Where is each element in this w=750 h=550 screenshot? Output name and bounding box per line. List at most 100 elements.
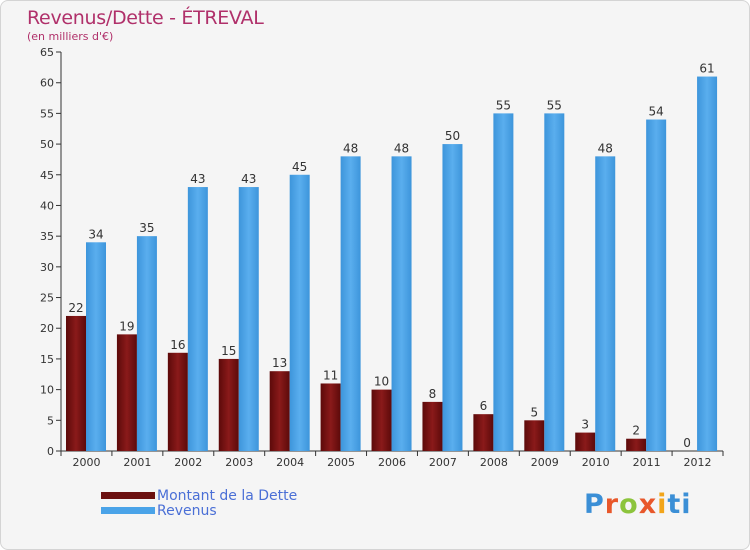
bar-dette-value-label: 13: [272, 356, 287, 370]
bar-revenus-value-label: 54: [649, 105, 664, 119]
bar-dette: [371, 389, 392, 451]
logo-letter: t: [667, 489, 682, 520]
logo-letter: r: [604, 489, 620, 520]
bar-dette: [269, 371, 290, 451]
bars-group: [66, 76, 718, 452]
y-tick-label: 25: [40, 292, 54, 305]
bar-dette-value-label: 3: [581, 418, 589, 432]
x-tick-label: 2000: [72, 456, 100, 469]
bar-dette-value-label: 0: [683, 436, 691, 450]
bar-dette-value-label: 6: [480, 399, 488, 413]
y-tick-label: 40: [40, 199, 54, 212]
y-tick-label: 35: [40, 230, 54, 243]
legend-label-revenus: Revenus: [157, 502, 217, 519]
bar-dette-value-label: 10: [374, 375, 389, 389]
bar-dette-value-label: 19: [119, 319, 134, 333]
bar-dette: [116, 334, 137, 451]
bar-dette-value-label: 5: [530, 405, 538, 419]
bar-dette: [218, 358, 239, 451]
bar-revenus: [391, 156, 412, 451]
logo-letter: o: [619, 489, 639, 520]
x-axis: 2000 2001 2002 2003 2004 2005 2006 2007 2008 2009…: [60, 450, 724, 469]
logo-letter: x: [638, 489, 658, 520]
bar-revenus-value-label: 61: [699, 62, 714, 76]
bar-dette: [422, 401, 443, 451]
x-tick-label: 2010: [582, 456, 610, 469]
y-tick-label: 60: [40, 77, 54, 90]
y-tick-label: 20: [40, 322, 54, 335]
bar-dette-value-label: 11: [323, 368, 338, 382]
x-tick-label: 2011: [633, 456, 661, 469]
x-tick-label: 2008: [480, 456, 508, 469]
bar-revenus: [136, 236, 157, 451]
bar-revenus: [340, 156, 361, 451]
bar-revenus: [187, 187, 208, 452]
x-tick-label: 2006: [378, 456, 406, 469]
y-tick-label: 30: [40, 261, 54, 274]
bar-revenus: [86, 242, 106, 451]
bar-dette: [626, 438, 647, 451]
bar-revenus-value-label: 43: [190, 172, 205, 186]
bar-dette-value-label: 8: [429, 387, 437, 401]
x-tick-label: 2005: [327, 456, 355, 469]
legend-swatch-revenus: [101, 507, 155, 514]
logo-letter: P: [584, 489, 605, 520]
bar-dette: [320, 383, 341, 451]
x-tick-label: 2012: [684, 456, 712, 469]
bar-revenus: [595, 156, 616, 451]
x-tick-label: 2002: [174, 456, 202, 469]
bar-revenus: [442, 144, 463, 452]
y-tick-label: 55: [40, 107, 54, 120]
y-tick-label: 65: [40, 46, 54, 59]
bar-revenus-value-label: 48: [343, 141, 358, 155]
y-axis: 0 5 10 15 20 25 30 35 40 45 50 55 60 65: [40, 46, 62, 458]
bar-revenus-value-label: 45: [292, 160, 307, 174]
bar-dette-value-label: 22: [68, 301, 83, 315]
y-tick-label: 50: [40, 138, 54, 151]
bar-revenus-value-label: 50: [445, 129, 460, 143]
legend-item-dette: Montant de la Dette: [101, 487, 298, 504]
legend-swatch-dette: [101, 492, 155, 499]
bar-revenus: [697, 76, 718, 452]
bar-revenus: [238, 187, 259, 452]
bar-dette: [167, 352, 188, 451]
y-tick-label: 45: [40, 169, 54, 182]
chart-title: Revenus/Dette - ÉTREVAL: [27, 7, 264, 29]
bar-revenus-value-label: 48: [598, 141, 613, 155]
logo-letter: i: [681, 489, 692, 520]
bar-dette: [575, 432, 596, 451]
y-tick-label: 5: [47, 414, 54, 427]
legend: Montant de la Dette Revenus: [101, 487, 298, 519]
y-tick-label: 15: [40, 353, 54, 366]
x-tick-label: 2003: [225, 456, 253, 469]
bar-revenus: [646, 119, 667, 452]
proxiti-logo: Proxiti: [584, 489, 692, 520]
x-tick-label: 2009: [531, 456, 559, 469]
y-tick-label: 10: [40, 384, 54, 397]
x-tick-label: 2001: [123, 456, 151, 469]
bar-revenus-value-label: 48: [394, 141, 409, 155]
x-tick-label: 2007: [429, 456, 457, 469]
bar-dette-value-label: 16: [170, 338, 185, 352]
bar-revenus-value-label: 55: [496, 98, 511, 112]
x-tick-label: 2004: [276, 456, 304, 469]
legend-label-dette: Montant de la Dette: [157, 487, 298, 504]
bar-revenus-value-label: 34: [88, 227, 103, 241]
bar-revenus: [544, 113, 565, 451]
bar-revenus-value-label: 55: [547, 98, 562, 112]
bar-dette-value-label: 15: [221, 344, 236, 358]
value-labels-group: 22 19 16 15 13 11 10 8 6 5 3 2 0 34 35 43 43 45 48 48 50 55 55…: [68, 62, 714, 450]
bar-dette: [66, 315, 86, 451]
bar-revenus-value-label: 35: [139, 221, 154, 235]
legend-item-revenus: Revenus: [101, 502, 297, 519]
bar-revenus: [493, 113, 514, 451]
bar-revenus: [289, 174, 310, 451]
bar-dette-value-label: 2: [632, 424, 640, 438]
chart-subtitle: (en milliers d'€): [27, 30, 114, 43]
bar-dette: [473, 414, 494, 451]
bar-revenus-value-label: 43: [241, 172, 256, 186]
y-tick-label: 0: [47, 445, 54, 458]
bar-dette: [524, 420, 545, 451]
